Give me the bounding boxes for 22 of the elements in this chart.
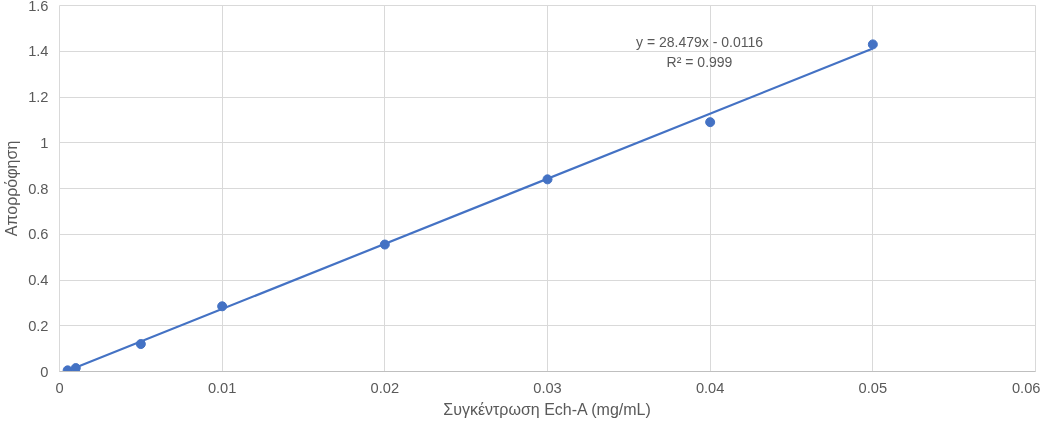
y-tick-label: 1.2 (28, 89, 49, 105)
y-tick-label: 1 (40, 134, 49, 151)
y-axis-title: Απορρόφηση (3, 140, 21, 237)
point (867, 39, 878, 50)
x-axis-title: Συγκέντρωση Ech-A (mg/mL) (443, 400, 651, 418)
y-tick-label: 1.4 (28, 43, 49, 60)
point (705, 117, 716, 128)
x-tick-label: 0.05 (858, 379, 888, 396)
x-tick-label: 0.03 (533, 379, 562, 396)
x-tick-label: 0 (55, 379, 64, 396)
y-tick-label: 1.6 (28, 0, 49, 14)
x-tick-label: 0.02 (370, 379, 400, 396)
y-tick-label: 0 (40, 363, 49, 380)
x-tick-label: 0.01 (207, 379, 237, 396)
x-tick-label: 0.06 (1011, 379, 1041, 396)
x-tick-label: 0.04 (695, 379, 725, 396)
y-tick-label: 0.6 (28, 226, 49, 243)
annotation: y = 28.479x - 0.0116 (636, 33, 764, 50)
y-tick-label: 0.4 (28, 272, 49, 288)
y-tick-label: 0.2 (28, 317, 49, 334)
annotation: R² = 0.999 (666, 53, 733, 70)
y-tick-label: 0.8 (28, 180, 49, 197)
